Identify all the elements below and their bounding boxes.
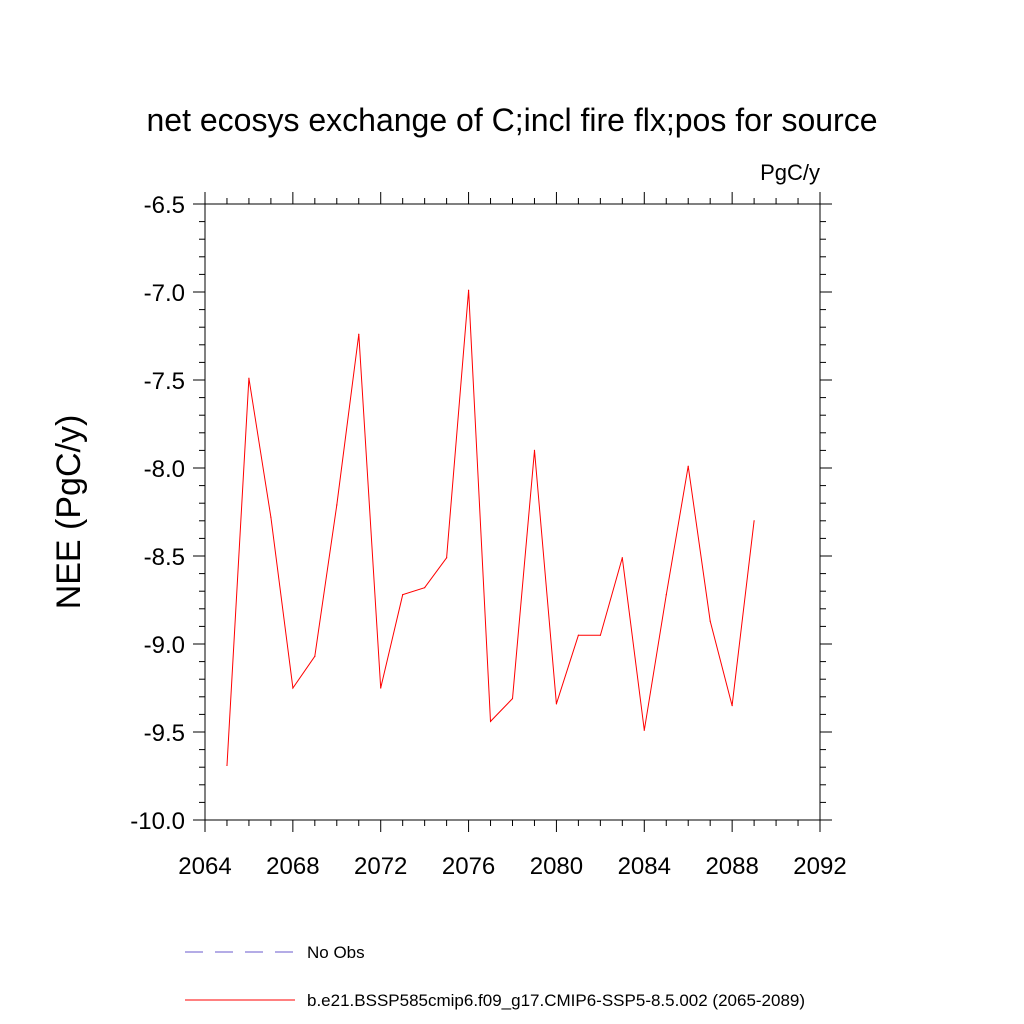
x-tick-label: 2088 (705, 853, 758, 880)
data-point (511, 697, 514, 700)
y-tick-label: -6.5 (144, 192, 185, 219)
data-point (336, 504, 338, 506)
y-tick-label: -9.5 (144, 720, 185, 747)
data-point (665, 594, 667, 596)
data-point (687, 465, 689, 467)
data-point (248, 377, 250, 379)
x-tick-label: 2084 (618, 853, 671, 880)
x-tick-label: 2092 (793, 853, 846, 880)
axis-ticks (193, 192, 832, 832)
y-tick-labels: -10.0 -9.5 -9.0 -8.5 -8.0 -7.5 -7.0 -6.5 (130, 192, 185, 835)
data-point (424, 587, 426, 589)
data-point (599, 634, 601, 636)
data-point (270, 516, 272, 518)
data-point (731, 705, 733, 707)
data-point (709, 620, 711, 622)
legend: No Obs b.e21.BSSP585cmip6.f09_g17.CMIP6-… (185, 943, 805, 1010)
data-point (292, 687, 294, 689)
legend-label-no-obs: No Obs (307, 943, 365, 962)
x-tick-label: 2076 (442, 853, 495, 880)
data-point (446, 557, 448, 559)
data-point (533, 449, 536, 451)
x-tick-label: 2068 (266, 853, 319, 880)
data-point (489, 720, 492, 723)
data-point (753, 520, 755, 522)
data-point (314, 655, 316, 657)
data-point (621, 557, 623, 559)
data-point (577, 634, 579, 636)
data-point (358, 333, 360, 335)
data-point (402, 594, 404, 596)
chart-title: net ecosys exchange of C;incl fire flx;p… (146, 102, 877, 138)
y-tick-label: -7.0 (144, 280, 185, 307)
plot-frame (204, 203, 821, 821)
y-axis-label: NEE (PgC/y) (50, 415, 88, 610)
data-point (226, 764, 228, 767)
y-tick-label: -9.0 (144, 632, 185, 659)
x-tick-label: 2064 (178, 853, 231, 880)
series-line (226, 290, 755, 766)
data-point (467, 289, 470, 291)
x-tick-label: 2072 (354, 853, 407, 880)
y-tick-label: -8.5 (144, 544, 185, 571)
x-tick-label: 2080 (530, 853, 583, 880)
legend-label-model-run: b.e21.BSSP585cmip6.f09_g17.CMIP6-SSP5-8.… (307, 991, 805, 1010)
data-point (555, 703, 558, 705)
y-tick-label: -7.5 (144, 368, 185, 395)
data-point (380, 687, 382, 689)
data-point (643, 729, 645, 731)
y-tick-label: -8.0 (144, 456, 185, 483)
x-tick-labels: 2064 2068 2072 2076 2080 2084 2088 2092 (178, 853, 846, 880)
units-label: PgC/y (760, 160, 820, 185)
y-tick-label: -10.0 (130, 808, 185, 835)
series-layer (226, 289, 755, 767)
